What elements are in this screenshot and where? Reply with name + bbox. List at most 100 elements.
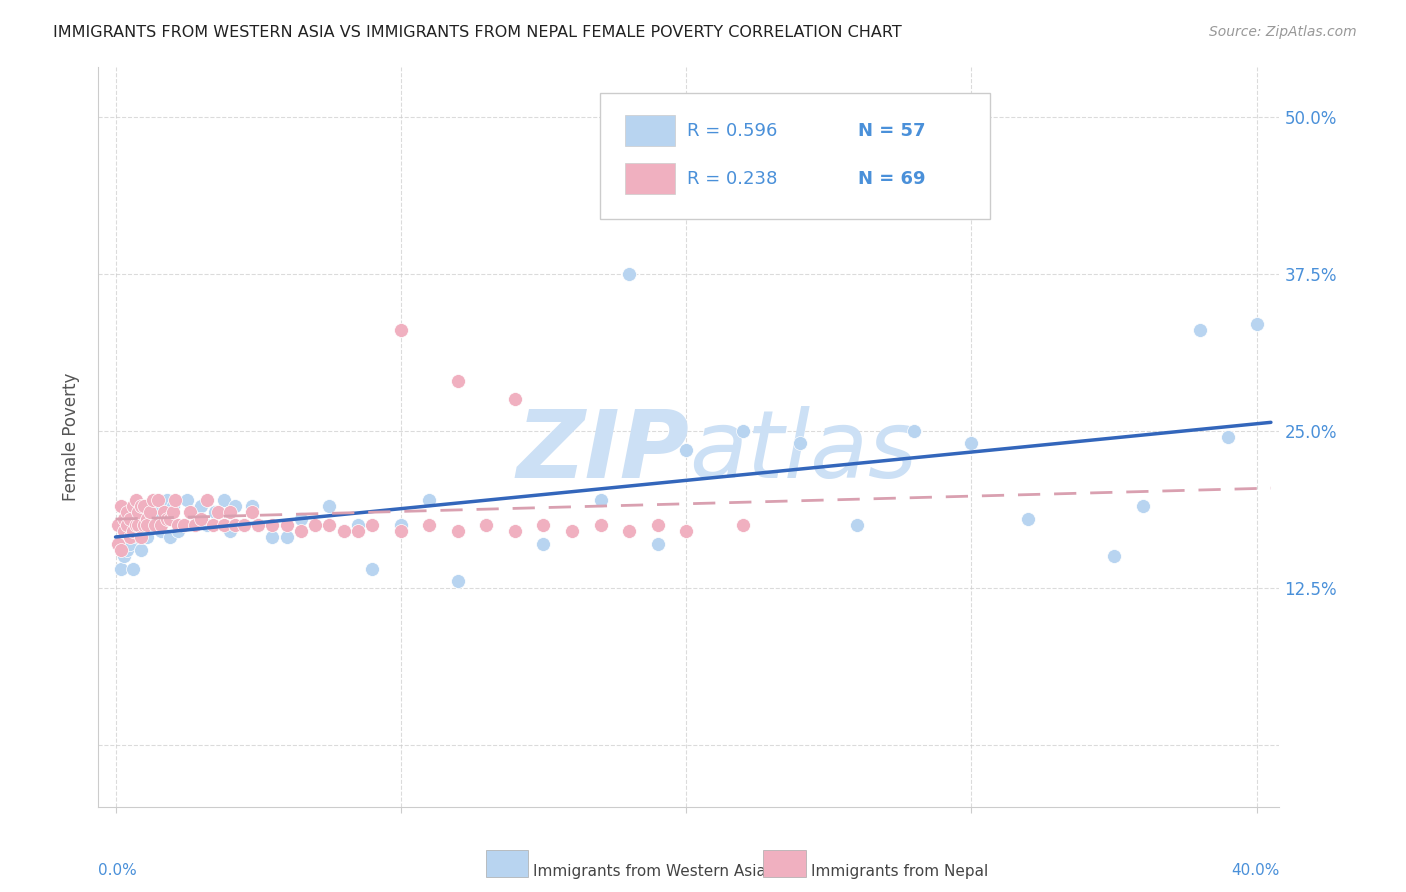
Point	[201, 517, 224, 532]
Text: Immigrants from Nepal: Immigrants from Nepal	[811, 863, 988, 879]
Point	[124, 517, 146, 532]
Point	[212, 517, 235, 532]
Text: 40.0%: 40.0%	[1232, 863, 1279, 878]
Point	[107, 537, 129, 551]
Point	[503, 392, 526, 407]
Point	[218, 524, 240, 539]
FancyBboxPatch shape	[486, 850, 529, 877]
FancyBboxPatch shape	[626, 115, 675, 146]
Point	[1132, 499, 1154, 513]
Point	[129, 531, 152, 545]
Point	[195, 517, 218, 532]
Point	[162, 505, 184, 519]
Point	[139, 517, 162, 532]
Point	[112, 549, 135, 564]
Point	[533, 537, 555, 551]
Point	[207, 505, 229, 519]
Point	[789, 436, 811, 450]
Point	[153, 505, 176, 519]
Point	[290, 524, 312, 539]
Point	[124, 492, 146, 507]
Point	[115, 543, 138, 558]
Point	[447, 574, 470, 589]
Point	[167, 517, 190, 532]
Text: atlas: atlas	[689, 407, 917, 498]
Point	[156, 511, 179, 525]
FancyBboxPatch shape	[763, 850, 806, 877]
Point	[846, 517, 869, 532]
Point	[132, 511, 155, 525]
Point	[184, 517, 207, 532]
Point	[132, 499, 155, 513]
Point	[139, 505, 162, 519]
Point	[115, 517, 138, 532]
Point	[276, 531, 298, 545]
Point	[276, 517, 298, 532]
Point	[218, 505, 240, 519]
Point	[475, 517, 498, 532]
Text: Immigrants from Western Asia: Immigrants from Western Asia	[533, 863, 766, 879]
Point	[107, 517, 129, 532]
Point	[110, 562, 132, 576]
Point	[242, 499, 264, 513]
Point	[118, 537, 141, 551]
Point	[1102, 549, 1125, 564]
Point	[129, 543, 152, 558]
Point	[124, 524, 146, 539]
Text: N = 69: N = 69	[858, 169, 925, 187]
Text: R = 0.596: R = 0.596	[686, 121, 778, 139]
Point	[142, 492, 165, 507]
Point	[135, 517, 157, 532]
Point	[675, 442, 697, 457]
Point	[135, 531, 157, 545]
Point	[647, 517, 669, 532]
Point	[1246, 317, 1268, 331]
Point	[135, 511, 157, 525]
Point	[110, 499, 132, 513]
Point	[159, 531, 181, 545]
Point	[127, 505, 149, 519]
Point	[129, 499, 152, 513]
Point	[647, 537, 669, 551]
Point	[503, 524, 526, 539]
Point	[447, 524, 470, 539]
Point	[224, 517, 246, 532]
Point	[148, 492, 170, 507]
Point	[112, 524, 135, 539]
Point	[1188, 323, 1211, 337]
Point	[224, 499, 246, 513]
Point	[318, 517, 340, 532]
Point	[121, 499, 143, 513]
Point	[167, 524, 190, 539]
Point	[589, 517, 612, 532]
Point	[165, 492, 187, 507]
Point	[190, 511, 212, 525]
Point	[389, 517, 412, 532]
Point	[304, 517, 326, 532]
Point	[204, 505, 226, 519]
Point	[1216, 430, 1239, 444]
Point	[304, 517, 326, 532]
Point	[589, 492, 612, 507]
Point	[159, 511, 181, 525]
Point	[262, 531, 284, 545]
Point	[418, 517, 440, 532]
Point	[347, 524, 370, 539]
Point	[150, 524, 173, 539]
Point	[361, 517, 384, 532]
Point	[115, 505, 138, 519]
Point	[675, 524, 697, 539]
Point	[118, 531, 141, 545]
Point	[132, 517, 155, 532]
Point	[332, 524, 354, 539]
Text: Source: ZipAtlas.com: Source: ZipAtlas.com	[1209, 25, 1357, 39]
Point	[290, 511, 312, 525]
Text: N = 57: N = 57	[858, 121, 925, 139]
Point	[247, 517, 270, 532]
Point	[733, 424, 755, 438]
Point	[232, 517, 254, 532]
FancyBboxPatch shape	[600, 93, 990, 219]
Point	[110, 543, 132, 558]
Y-axis label: Female Poverty: Female Poverty	[62, 373, 80, 501]
Point	[617, 524, 640, 539]
